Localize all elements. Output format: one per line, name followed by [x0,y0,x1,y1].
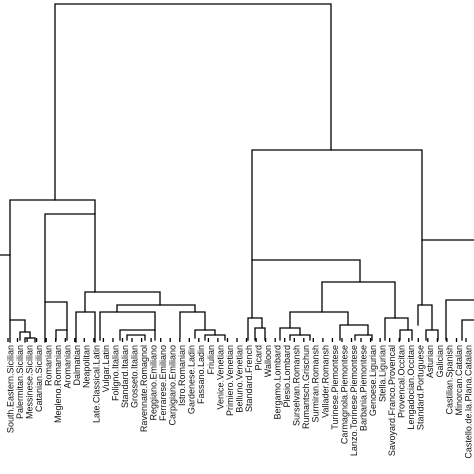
leaf-label: Carmagnola.Piemontese [339,345,349,444]
root-branch [54,3,332,201]
leaf-label: Late.Classical.Latin [91,345,101,423]
leaf-label: Walloon [263,345,273,377]
leaf-label: Palermitan.Sicilian [15,345,25,419]
leaf-label: Savoyard.Franco.Provencal [387,345,397,456]
leaf-label: Gardenese.Ladin [187,345,197,414]
leaf-label: Asturian [425,345,435,378]
leaf-label: Plesio.Lombard [282,345,292,408]
leaf-label: Provencal.Occitan [397,345,407,418]
leaf-label: Messinese.Sicilian [24,345,34,419]
north-italian-cluster-branch [289,311,349,329]
leaf-label: Genoese.Ligurian [368,345,378,416]
leaf-label: Rumantsch.Grischun [301,345,311,429]
leaf-labels: South.Eastern.Sicilian Palermitan.Sicilia… [5,345,473,459]
leaf-label: Ravennate.Romagnol [139,345,149,432]
leaf-label: Galician [435,345,445,378]
leaf-label: Barbania.Piemontese [358,345,368,431]
leaf-label: Turinese.Piemontese [330,345,340,430]
leaf-label: Bergamo.Lombard [273,345,283,420]
leaf-label: Neapolitan [82,345,92,388]
leaf-label: Vallader.Romansh [320,345,330,418]
leaf-label: Friulian [206,345,216,375]
leaf-label: Dalmatian [72,345,82,386]
leaf-label: Foligno.Italian [110,345,120,401]
ladin-venetian-cluster-branch [179,311,206,339]
leaf-stems [7,338,467,342]
leaf-label: Megleno.Romanian [53,345,63,423]
leaf-label: Minorcan.Catalan [454,345,464,416]
right-cluster-branch [251,149,423,261]
leaf-label: Aromanian [63,345,73,389]
dendrogram-branches [0,3,474,343]
leaf-label: Lanzo.Torinese.Piemontese [349,345,359,456]
leaf-label: Istro.Romanian [177,345,187,406]
leaf-label: Surselvan.Romansh [292,345,302,426]
leaf-label: Stella.Ligurian [377,345,387,402]
leaf-label: Castello.de.la.Plana.Catalan [463,345,473,459]
gallo-cluster-branch [247,317,263,341]
leaf-label: Grosseto.Italian [129,345,139,408]
leaf-label: Castilian.Spanish [444,345,454,415]
left-cluster-branch [9,199,96,256]
leaf-label: Surmiran.Romansh [311,345,321,423]
occitan-cluster-branch [384,317,409,341]
leaf-label: Vulgar.Latin [101,345,111,392]
leaf-label: Primiero.Venetian [225,345,235,416]
leaf-label: Carpigiano.Emiliano [168,345,178,426]
leaf-label: Romanian [44,345,54,386]
leaf-label: Catanian.Sicilian [34,345,44,412]
leaf-label: Lengadocian.Occitan [406,345,416,430]
leaf-label: South.Eastern.Sicilian [5,345,15,433]
romanian-cluster-branch [44,301,68,343]
leaf-label: Standard.French [244,345,254,412]
leaf-label: Reggiano.Emiliano [148,345,158,421]
ibero-cluster-branch [421,239,474,306]
leaf-label: Belluno.Venetian [234,345,244,413]
leaf-label: Standard.Portuguese [416,345,426,430]
italian-cluster-branch [116,304,196,313]
leaf-label: Venice.Venetian [215,345,225,410]
leaf-label: Picard [253,345,263,371]
leaf-label: Standard.Italian [120,345,130,408]
leaf-label: Ferrarese.Emiliano [158,345,168,421]
leaf-label: Fassano.Ladin [196,345,206,404]
sicilian-cluster-branch [9,319,26,343]
